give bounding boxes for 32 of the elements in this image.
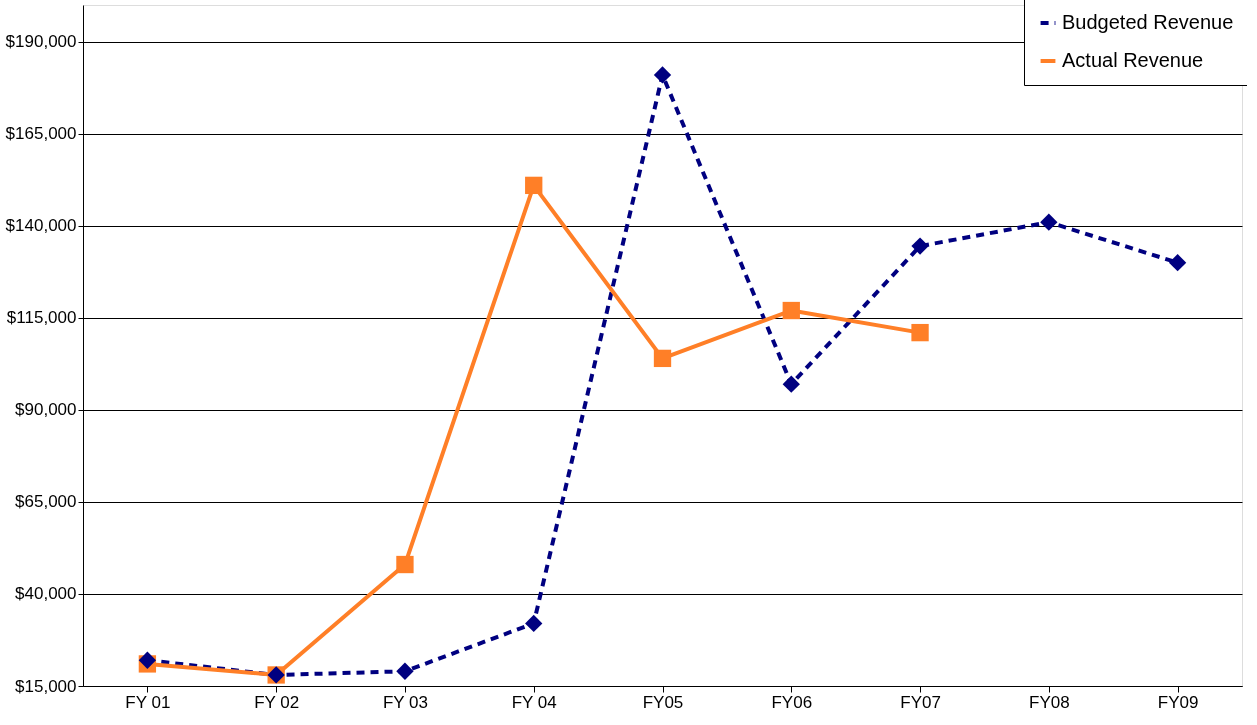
point bbox=[653, 349, 672, 368]
x-tick-label: FY09 bbox=[1157, 692, 1199, 712]
x-tick-label: FY 02 bbox=[254, 692, 300, 712]
y-tick-label: $140,000 bbox=[5, 216, 77, 236]
x-tick-label: FY07 bbox=[900, 692, 941, 712]
y-tick-label: $190,000 bbox=[5, 32, 77, 52]
point bbox=[782, 301, 800, 320]
point bbox=[396, 662, 414, 680]
point bbox=[1040, 213, 1058, 231]
point bbox=[396, 555, 414, 574]
y-tick-label: $90,000 bbox=[15, 400, 77, 420]
x-tick-label: FY 03 bbox=[382, 692, 428, 712]
point bbox=[653, 66, 672, 84]
point bbox=[1168, 254, 1187, 272]
x-tick-label: FY08 bbox=[1029, 692, 1070, 712]
legend-label: Actual Revenue bbox=[1062, 49, 1204, 71]
point bbox=[525, 176, 543, 195]
point bbox=[911, 237, 929, 255]
y-tick-label: $65,000 bbox=[15, 492, 77, 512]
x-tick-label: FY06 bbox=[771, 692, 813, 712]
x-tick-label: FY05 bbox=[642, 692, 684, 712]
x-tick-label: FY 01 bbox=[125, 692, 171, 712]
legend-label: Budgeted Revenue bbox=[1062, 11, 1234, 33]
y-tick-label: $15,000 bbox=[15, 676, 77, 696]
point bbox=[525, 614, 543, 633]
point bbox=[782, 375, 800, 393]
point bbox=[911, 323, 929, 342]
y-tick-label: $115,000 bbox=[6, 308, 77, 328]
x-tick-label: FY 04 bbox=[511, 692, 557, 712]
point bbox=[138, 651, 157, 669]
y-tick-label: $165,000 bbox=[5, 124, 77, 144]
y-tick-label: $40,000 bbox=[15, 584, 77, 604]
